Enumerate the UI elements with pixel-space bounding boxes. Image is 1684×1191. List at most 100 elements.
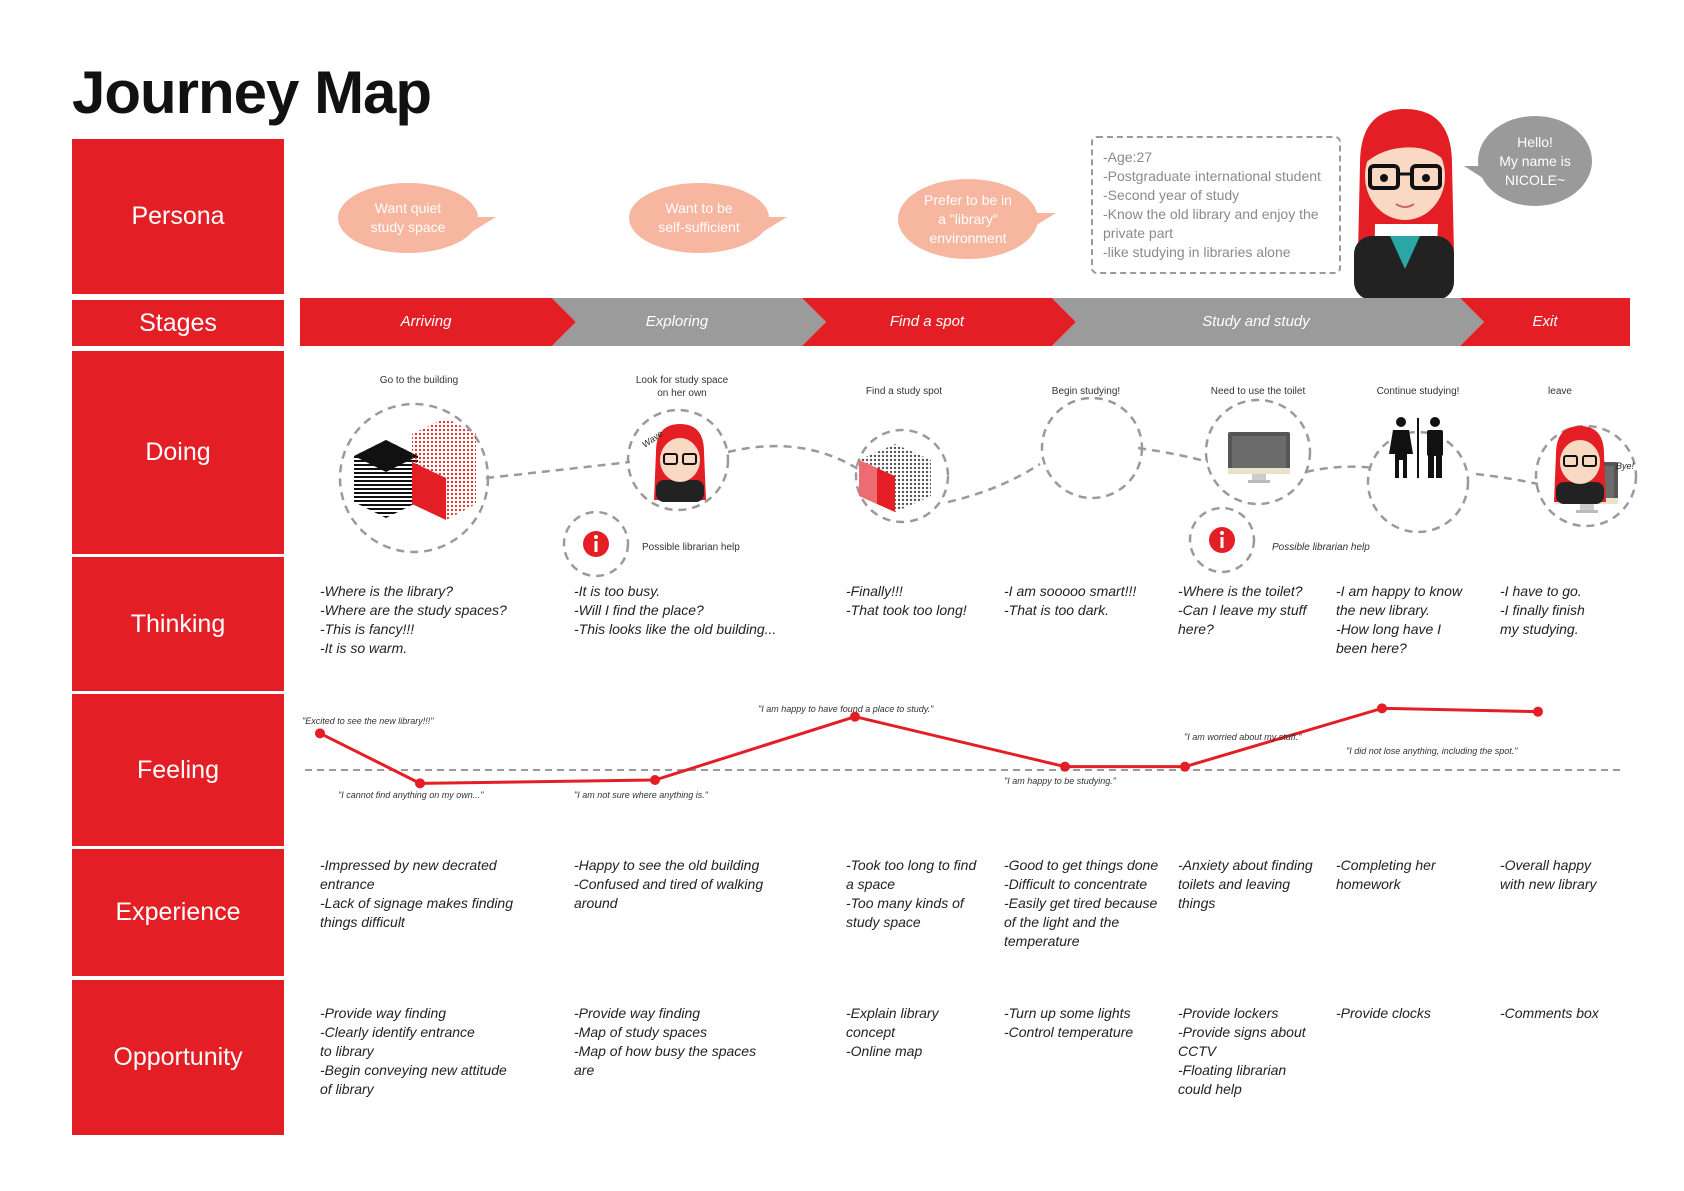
opportunity-line: -Provide way finding (320, 1005, 447, 1021)
feeling-quote: "I am worried about my stuff." (1184, 732, 1302, 742)
thinking-column: -Where is the library? -Where are the st… (320, 582, 507, 658)
greeting-line: Hello! (1517, 133, 1553, 150)
experience-column: -Overall happy with new library (1500, 856, 1596, 894)
experience-line: -Completing her (1336, 857, 1436, 873)
experience-line: homework (1336, 876, 1401, 892)
feeling-point (315, 728, 325, 739)
doing-step-label: Begin studying! (1051, 386, 1121, 397)
stage-study: Study and study (1202, 312, 1310, 330)
row-label-experience: Experience (72, 849, 284, 976)
experience-line: temperature (1004, 933, 1080, 949)
experience-line: with new library (1500, 876, 1597, 892)
persona-wave-icon (654, 424, 706, 502)
stage-exploring: Exploring (645, 312, 709, 330)
opportunity-line: CCTV (1178, 1043, 1217, 1059)
row-label-feeling: Feeling (72, 694, 284, 846)
experience-line: -Happy to see the old building (574, 857, 760, 873)
stage-arrow-exploring (552, 298, 826, 346)
thinking-line: -Where is the library? (320, 583, 454, 599)
opportunity-column: -Provide lockers -Provide signs about CC… (1178, 1004, 1306, 1099)
stage-arrow-arriving (300, 298, 576, 346)
experience-column: -Good to get things done -Difficult to c… (1004, 856, 1158, 951)
stage-arriving: Arriving (400, 312, 452, 330)
thinking-column: -I have to go. -I finally finish my stud… (1500, 582, 1585, 639)
feeling-chart (305, 703, 1625, 789)
opportunity-column: -Turn up some lights -Control temperatur… (1004, 1004, 1133, 1042)
stage-find-spot: Find a spot (889, 312, 965, 330)
feeling-point (650, 775, 660, 785)
bubble-line: study space (370, 219, 446, 235)
info-icon (583, 531, 609, 557)
feeling-point (1533, 706, 1543, 717)
experience-column: -Completing her homework (1336, 856, 1436, 894)
stage-exit: Exit (1532, 312, 1558, 330)
greeting-line: NICOLE~ (1504, 171, 1566, 188)
info-icon (1209, 527, 1235, 553)
experience-line: -Overall happy (1500, 857, 1592, 873)
persona-need-bubble: Prefer to be in a "library" environment (898, 179, 1056, 259)
thinking-line: my studying. (1500, 621, 1579, 637)
greeting-bubble: Hello! My name is NICOLE~ (1464, 116, 1592, 206)
thinking-line: -Can I leave my stuff (1178, 602, 1307, 618)
doing-step-label: Find a study spot (865, 386, 943, 397)
opportunity-column: -Provide way finding -Map of study space… (574, 1004, 756, 1080)
doing-step-label: Need to use the toilet (1210, 386, 1306, 397)
opportunity-line: -Provide lockers (1178, 1005, 1279, 1021)
thinking-line: -It is so warm. (320, 640, 408, 656)
opportunity-column: -Explain library concept -Online map (846, 1004, 939, 1061)
experience-column: -Anxiety about finding toilets and leavi… (1178, 856, 1313, 913)
experience-line: -Easily get tired because (1004, 895, 1158, 911)
thinking-line: -That is too dark. (1004, 602, 1110, 618)
persona-need-bubble: Want to be self-sufficient (629, 183, 787, 253)
opportunity-line: -Provide clocks (1336, 1005, 1431, 1021)
experience-line: toilets and leaving (1178, 876, 1291, 892)
cube-icon (859, 444, 931, 512)
thinking-line: here? (1178, 621, 1214, 637)
feeling-point (1180, 761, 1190, 772)
experience-line: a space (846, 876, 896, 892)
thinking-line: -Where are the study spaces? (320, 602, 507, 618)
row-label-thinking: Thinking (72, 557, 284, 691)
thinking-line: -I am sooooo smart!!! (1004, 583, 1137, 599)
thinking-line: -How long have I (1336, 621, 1442, 637)
opportunity-line: of library (320, 1081, 374, 1097)
experience-line: -Confused and tired of walking (574, 876, 764, 892)
thinking-line: been here? (1336, 640, 1407, 656)
opportunity-line: could help (1178, 1081, 1242, 1097)
experience-line: -Too many kinds of (846, 895, 964, 911)
stages-arrow-band (300, 298, 1630, 346)
experience-line: entrance (320, 876, 375, 892)
experience-line: study space (846, 914, 921, 930)
persona-need-bubble: Want quiet study space (338, 183, 496, 253)
thinking-line: the new library. (1336, 602, 1430, 618)
feeling-quote: "Excited to see the new library!!!" (302, 716, 434, 726)
experience-column: -Took too long to find a space -Too many… (846, 856, 976, 932)
thinking-column: -Finally!!! -That took too long! (846, 582, 967, 620)
feeling-point (850, 711, 860, 722)
feeling-quote: "I am happy to be studying." (1004, 776, 1116, 786)
persona-info-line: -like studying in libraries alone (1103, 244, 1291, 260)
feeling-point (1377, 703, 1387, 714)
stage-arrow-find-spot (802, 298, 1076, 346)
thinking-line: -Will I find the place? (574, 602, 704, 618)
opportunity-line: -Clearly identify entrance (320, 1024, 475, 1040)
doing-step-line: on her own (657, 388, 707, 399)
thinking-line: -This is fancy!!! (320, 621, 415, 637)
experience-line: -Took too long to find (846, 857, 977, 873)
toilet-icon (1389, 417, 1443, 478)
bubble-line: environment (929, 229, 1007, 246)
opportunity-line: -Provide signs about (1178, 1024, 1306, 1040)
row-label-doing: Doing (72, 351, 284, 554)
stage-arrow-study (1052, 298, 1484, 346)
bubble-line: Prefer to be in (924, 191, 1012, 208)
persona-avatar-icon (1354, 109, 1454, 300)
opportunity-line: to library (320, 1043, 374, 1059)
row-label-opportunity: Opportunity (72, 980, 284, 1135)
experience-line: -Lack of signage makes finding (320, 895, 513, 911)
opportunity-line: -Online map (846, 1043, 923, 1059)
opportunity-line: -Comments box (1500, 1005, 1599, 1021)
feeling-point (1060, 761, 1070, 772)
row-label-persona: Persona (72, 139, 284, 294)
row-label-stages: Stages (72, 300, 284, 346)
experience-line: around (574, 895, 618, 911)
